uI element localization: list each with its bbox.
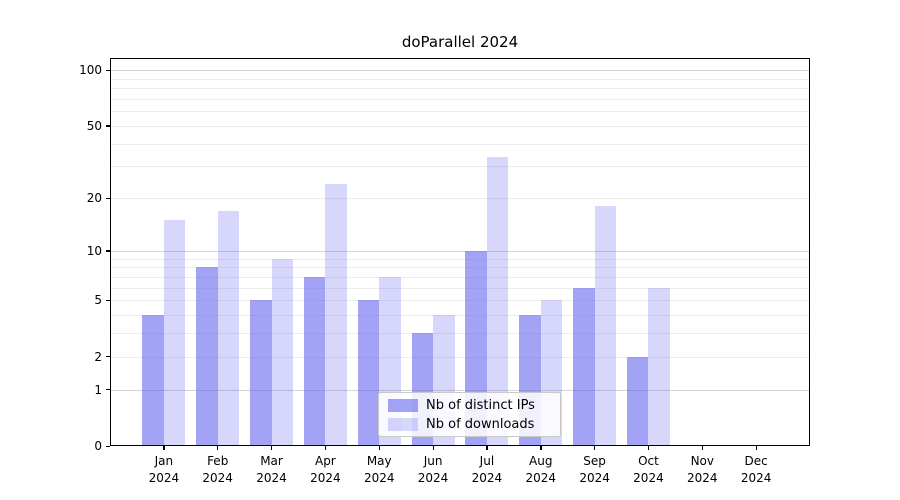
x-tick-label-Apr: Apr 2024: [310, 454, 341, 485]
gridline-minor-5: [110, 300, 810, 302]
y-tick-10: [106, 250, 110, 252]
x-tick-Aug: [540, 446, 542, 450]
gridline-minor-3: [110, 333, 810, 335]
gridline-major-100: [110, 70, 810, 72]
y-tick-20: [106, 197, 110, 199]
x-tick-Jan: [163, 446, 165, 450]
x-tick-May: [378, 446, 381, 450]
gridline-minor-9: [110, 258, 810, 260]
bar-downloads-Jan: [163, 220, 186, 446]
gridline-minor-7: [110, 276, 810, 278]
y-tick-label-20: 20: [86, 191, 102, 206]
bar-downloads-Jul: [486, 156, 509, 446]
x-tick-Dec: [755, 446, 757, 450]
x-tick-label-Feb: Feb 2024: [202, 454, 233, 485]
x-tick-label-Mar: Mar 2024: [256, 454, 287, 485]
x-tick-Apr: [324, 446, 327, 450]
y-tick-label-1: 1: [94, 382, 102, 397]
y-tick-5: [106, 299, 110, 301]
bar-downloads-Apr: [325, 183, 347, 446]
x-tick-label-Nov: Nov 2024: [687, 454, 718, 485]
y-tick-0: [106, 445, 110, 447]
gridline-minor-8: [110, 267, 810, 269]
legend-item-downloads: Nb of downloads: [388, 417, 551, 432]
y-tick-100: [106, 69, 110, 72]
x-tick-label-Dec: Dec 2024: [740, 454, 772, 485]
x-tick-Mar: [271, 446, 273, 450]
x-tick-label-Jul: Jul 2024: [471, 454, 503, 485]
x-tick-label-May: May 2024: [363, 454, 395, 485]
bar-distinct-ips-Apr: [303, 276, 326, 446]
gridline-major-10: [110, 250, 810, 252]
legend: Nb of distinct IPs Nb of downloads: [378, 392, 561, 437]
y-tick-label-100: 100: [79, 63, 102, 78]
plot-area: [110, 58, 810, 446]
bar-downloads-Feb: [217, 210, 240, 446]
x-tick-Jul: [486, 446, 488, 450]
x-tick-Nov: [701, 446, 704, 450]
x-tick-label-Jun: Jun 2024: [417, 454, 449, 485]
x-tick-Oct: [647, 446, 650, 450]
y-tick-label-10: 10: [86, 243, 102, 258]
bar-distinct-ips-Oct: [626, 356, 649, 446]
x-tick-label-Aug: Aug 2024: [525, 454, 557, 485]
x-tick-label-Jan: Jan 2024: [148, 454, 180, 485]
x-tick-Sep: [594, 446, 596, 450]
legend-label-distinct-ips: Nb of distinct IPs: [426, 397, 535, 413]
gridline-minor-6: [110, 287, 810, 289]
bar-downloads-Mar: [271, 258, 294, 446]
bar-distinct-ips-May: [357, 300, 380, 446]
gridline-minor-80: [110, 88, 810, 90]
y-tick-label-2: 2: [94, 349, 102, 364]
y-tick-50: [106, 125, 110, 127]
y-tick-1: [106, 389, 110, 391]
y-tick-label-5: 5: [94, 293, 102, 308]
legend-label-downloads: Nb of downloads: [426, 416, 535, 432]
y-tick-label-50: 50: [86, 118, 102, 133]
gridline-minor-4: [110, 314, 810, 316]
bar-distinct-ips-Sep: [573, 287, 595, 446]
legend-swatch-downloads: [388, 417, 418, 431]
bar-distinct-ips-Mar: [250, 300, 272, 446]
bar-downloads-Sep: [594, 206, 617, 446]
gridline-major-1: [110, 389, 810, 391]
legend-item-distinct-ips: Nb of distinct IPs: [388, 398, 551, 413]
gridline-minor-2: [110, 356, 810, 358]
x-tick-Jun: [432, 446, 434, 450]
bar-downloads-Oct: [648, 287, 670, 446]
gridline-minor-50: [110, 125, 810, 127]
gridline-minor-90: [110, 78, 810, 80]
gridline-minor-70: [110, 99, 810, 101]
gridline-minor-30: [110, 166, 810, 168]
x-tick-label-Oct: Oct 2024: [633, 454, 664, 485]
gridline-minor-60: [110, 111, 810, 113]
legend-swatch-distinct-ips: [388, 398, 418, 412]
x-tick-Feb: [217, 446, 219, 450]
y-tick-2: [106, 356, 110, 358]
bar-distinct-ips-Jan: [142, 315, 164, 446]
chart-title: doParallel 2024: [401, 33, 519, 51]
x-tick-label-Sep: Sep 2024: [579, 454, 610, 485]
gridline-minor-40: [110, 143, 810, 145]
bar-distinct-ips-Feb: [196, 267, 218, 446]
y-tick-label-0: 0: [94, 439, 102, 453]
gridline-minor-20: [110, 198, 810, 200]
